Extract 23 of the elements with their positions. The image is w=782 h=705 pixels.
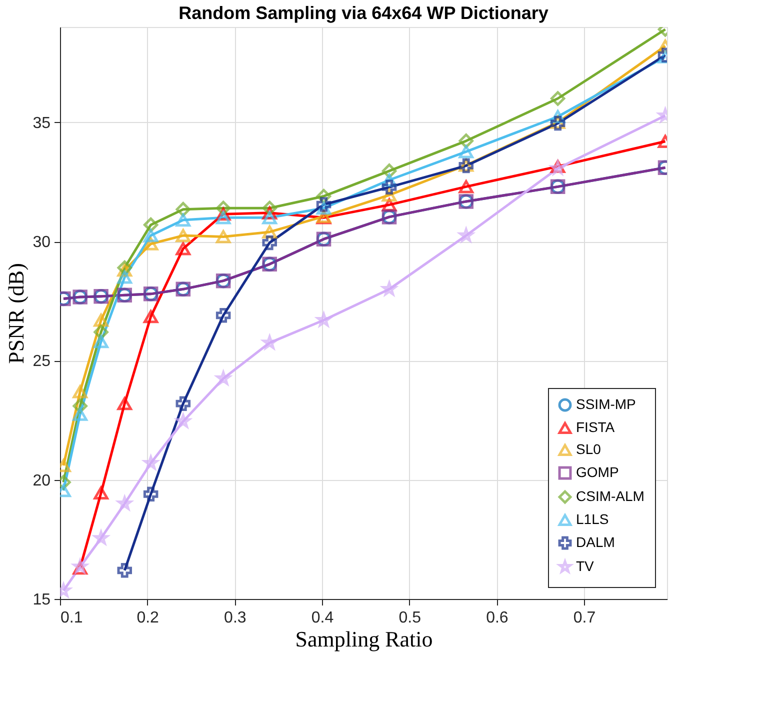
legend-label: SSIM-MP: [576, 396, 636, 412]
y-tick-label: 35: [32, 114, 51, 132]
legend-label: CSIM-ALM: [576, 488, 644, 504]
y-tick-label: 25: [32, 353, 51, 370]
x-tick-label: 0.6: [486, 610, 508, 626]
legend-label: TV: [576, 558, 595, 574]
x-tick-label: 0.7: [573, 610, 596, 626]
x-tick-label: 0.4: [311, 610, 334, 626]
y-tick-label: 30: [32, 234, 51, 251]
y-axis-title: PSNR (dB): [4, 263, 29, 364]
legend-label: GOMP: [576, 464, 619, 480]
chart-title: Random Sampling via 64x64 WP Dictionary: [178, 3, 548, 23]
legend-label: SL0: [576, 441, 602, 457]
x-tick-label: 0.1: [60, 610, 83, 626]
y-tick-label: 20: [32, 472, 51, 490]
y-tick-label: 15: [32, 592, 51, 608]
x-tick-label: 0.2: [136, 610, 160, 626]
legend-label: L1LS: [576, 511, 609, 527]
x-tick-label: 0.3: [224, 610, 246, 626]
legend-label: FISTA: [576, 419, 616, 435]
x-tick-label: 0.5: [398, 610, 422, 626]
x-axis-title: Sampling Ratio: [295, 626, 433, 652]
legend-label: DALM: [576, 534, 615, 550]
